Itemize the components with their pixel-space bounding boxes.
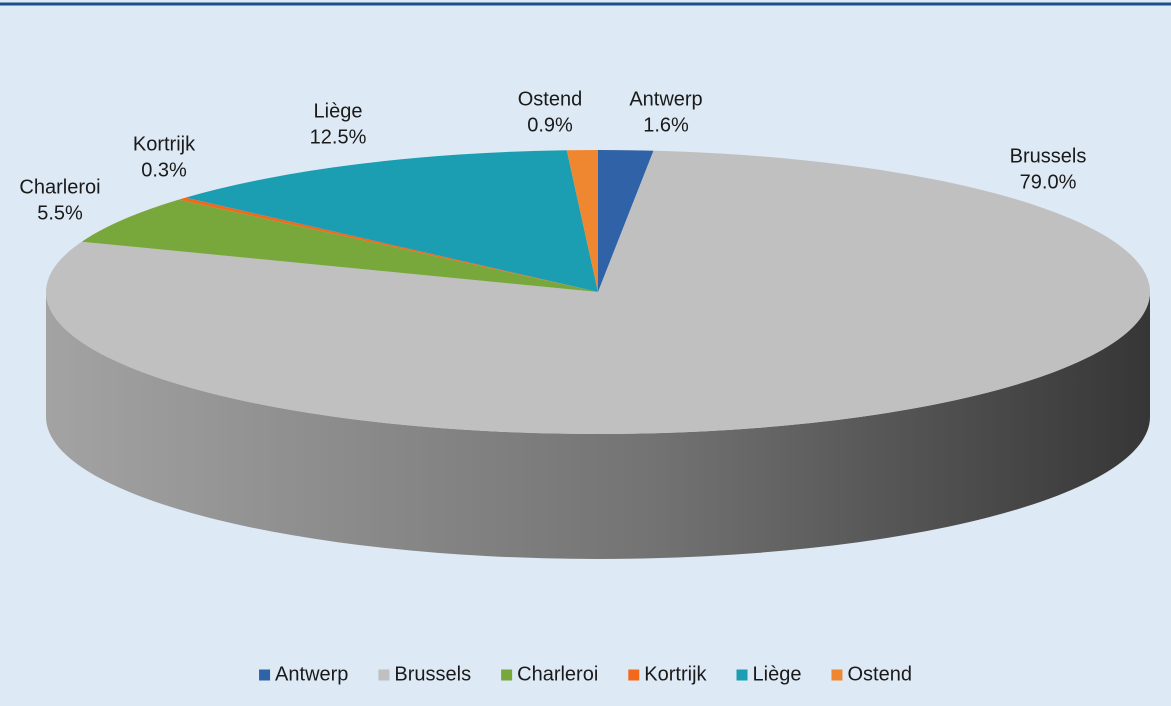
legend-label: Antwerp	[275, 663, 348, 685]
slice-side	[46, 292, 1150, 559]
slice	[598, 150, 654, 292]
legend-swatch	[259, 669, 271, 681]
slice-label-value: 0.9%	[527, 114, 573, 136]
slice-label-name: Ostend	[518, 88, 582, 110]
legend-label: Kortrijk	[644, 663, 707, 685]
slice	[178, 197, 598, 292]
slice-label-value: 79.0%	[1020, 171, 1077, 193]
legend-label: Liège	[753, 663, 802, 685]
slice	[81, 199, 598, 292]
slice-label-name: Brussels	[1010, 145, 1087, 167]
legend-label: Brussels	[394, 663, 471, 685]
slice-label-value: 12.5%	[310, 126, 367, 148]
slice-label-value: 5.5%	[37, 202, 83, 224]
slice-label-name: Kortrijk	[133, 133, 196, 155]
slice-label-name: Charleroi	[19, 176, 100, 198]
slice	[185, 150, 598, 292]
legend-swatch	[378, 669, 390, 681]
slice-label-value: 1.6%	[643, 114, 689, 136]
legend-swatch	[831, 669, 843, 681]
legend-label: Ostend	[847, 663, 911, 685]
legend-label: Charleroi	[517, 663, 598, 685]
slice-label-name: Liège	[314, 100, 363, 122]
slice-label-value: 0.3%	[141, 159, 187, 181]
legend-swatch	[628, 669, 640, 681]
slice	[566, 150, 598, 292]
slice	[45, 150, 1150, 434]
legend-swatch	[736, 669, 748, 681]
legend-swatch	[501, 669, 513, 681]
slice-label-name: Antwerp	[629, 88, 702, 110]
